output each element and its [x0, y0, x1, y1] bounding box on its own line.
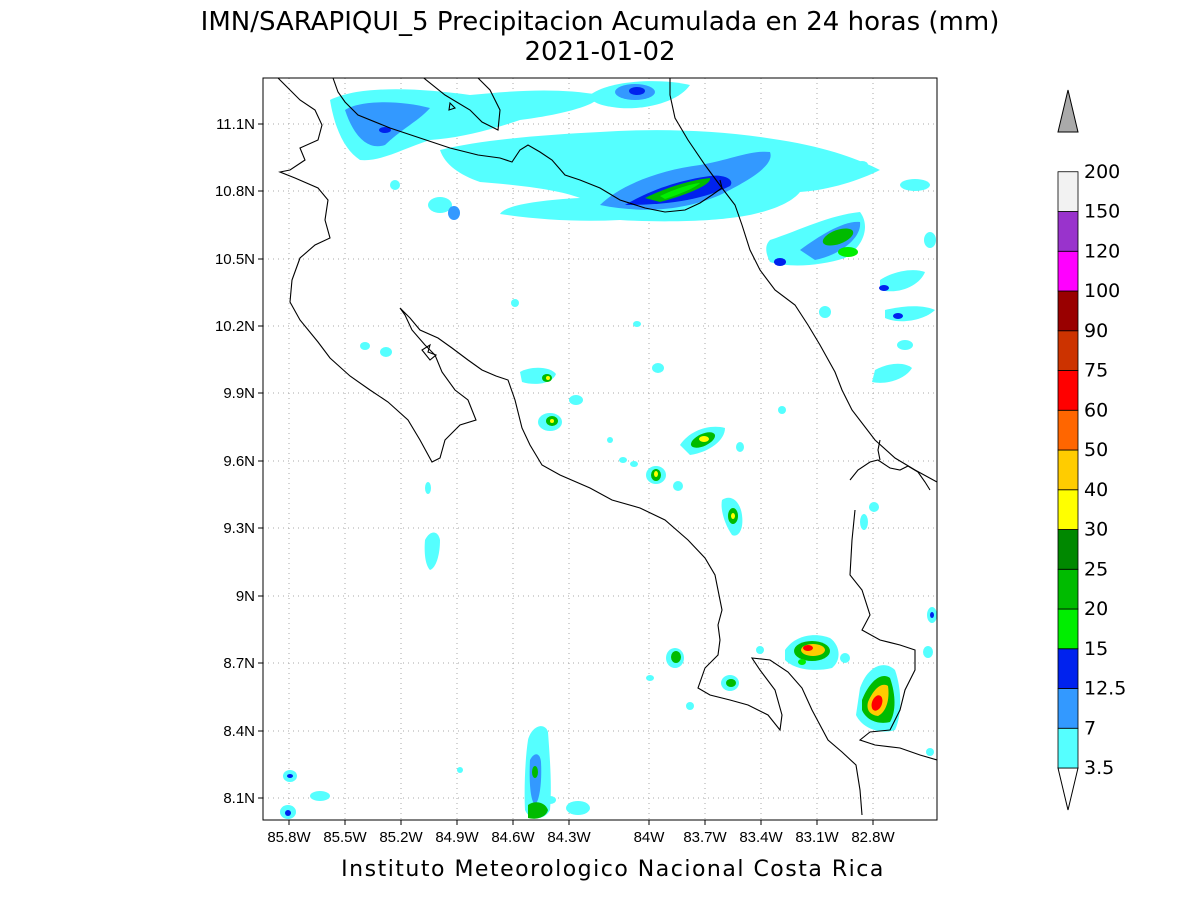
x-axis-ticks: 85.8W 85.5W 85.2W 84.9W 84.6W 84.3W 84W 83.7W 83…: [267, 820, 896, 846]
colorbar-label: 12.5: [1084, 678, 1126, 700]
map-title: IMN/SARAPIQUI_5 Precipitacion Acumulada …: [201, 7, 1000, 37]
coastline-lake: [422, 78, 501, 131]
coastline-bocas-2: [877, 439, 881, 461]
y-tick-label: 9.3N: [223, 520, 255, 537]
colorbar-label: 15: [1084, 638, 1108, 660]
precipitation-field: [280, 81, 937, 819]
border-panama: [849, 509, 937, 761]
x-tick-label: 84.3W: [547, 829, 591, 846]
colorbar-min-arrow: [1057, 767, 1079, 811]
coastlines-borders: [277, 78, 937, 816]
y-tick-label: 8.4N: [223, 723, 255, 740]
colorbar-swatch: [1057, 727, 1079, 769]
colorbar-label: 20: [1084, 598, 1108, 620]
y-tick-label: 9.9N: [223, 385, 255, 402]
x-tick-label: 84.9W: [435, 829, 479, 846]
x-tick-label: 83.7W: [683, 829, 727, 846]
colorbar-label: 120: [1084, 240, 1120, 262]
y-tick-label: 10.5N: [215, 251, 255, 268]
precip-blob-central: [520, 367, 744, 536]
coastline-caribbean: [669, 78, 937, 483]
y-axis-ticks: 11.1N 10.8N 10.5N 10.2N 9.9N 9.6N 9.3N 9N 8.7N 8.…: [215, 116, 263, 807]
colorbar-swatch: [1057, 688, 1079, 729]
precip-blob-scattered-west: [360, 180, 786, 494]
colorbar-swatch: [1057, 409, 1079, 451]
x-tick-label: 84W: [634, 829, 666, 846]
colorbar-label: 75: [1084, 360, 1108, 382]
colorbar-swatch: [1057, 568, 1079, 610]
coastline-pacific: [277, 78, 863, 816]
x-tick-label: 85.2W: [379, 829, 423, 846]
map-frame: [262, 77, 938, 821]
x-tick-label: 82.8W: [851, 829, 895, 846]
colorbar-max-arrow: [1057, 89, 1079, 133]
x-tick-label: 85.8W: [267, 829, 311, 846]
colorbar-swatch: [1057, 171, 1079, 212]
colorbar-swatch: [1057, 250, 1079, 292]
colorbar-label: 200: [1084, 161, 1120, 183]
colorbar-label: 25: [1084, 558, 1108, 580]
precip-blob-north-west: [330, 89, 600, 161]
colorbar-swatch: [1057, 211, 1079, 252]
colorbar-label: 60: [1084, 399, 1108, 421]
colorbar-swatch: [1057, 290, 1079, 332]
colorbar-swatch: [1057, 608, 1079, 650]
colorbar-label: 7: [1084, 717, 1096, 739]
coastline-island: [448, 101, 457, 111]
colorbar-swatch: [1057, 330, 1079, 371]
y-tick-label: 10.2N: [215, 318, 255, 335]
x-tick-label: 84.6W: [491, 829, 535, 846]
colorbar-label: 150: [1084, 201, 1120, 223]
colorbar-swatch: [1057, 648, 1079, 689]
footer-credit: Instituto Meteorologico Nacional Costa R…: [341, 857, 885, 882]
precip-blob-south: [646, 502, 937, 756]
y-tick-label: 8.1N: [223, 790, 255, 807]
colorbar-label: 50: [1084, 439, 1108, 461]
x-tick-label: 83.1W: [795, 829, 839, 846]
colorbar-label: 3.5: [1084, 757, 1114, 779]
precip-blob-caribbean-ne: [766, 161, 936, 383]
y-tick-label: 10.8N: [215, 183, 255, 200]
x-tick-label: 85.5W: [323, 829, 367, 846]
colorbar-swatch: [1057, 449, 1079, 491]
colorbar-swatch: [1057, 370, 1079, 411]
colorbar-swatch: [1057, 489, 1079, 530]
colorbar-label: 40: [1084, 479, 1108, 501]
y-tick-label: 9N: [236, 588, 255, 605]
coastline-inlet: [421, 343, 438, 361]
colorbar-label: 30: [1084, 519, 1108, 541]
precip-blob-north-top: [590, 81, 690, 109]
precip-blob-north-band: [440, 130, 880, 222]
colorbar-legend: 3.5 7 12.5 15 20 25 30 40 50 60 75 90 100 120 150 200: [1057, 89, 1126, 811]
y-tick-label: 11.1N: [216, 116, 255, 133]
y-tick-label: 9.6N: [223, 453, 255, 470]
y-tick-label: 8.7N: [223, 655, 255, 672]
x-tick-label: 83.4W: [739, 829, 783, 846]
colorbar-label: 100: [1084, 280, 1120, 302]
precip-blob-southwest: [280, 532, 590, 819]
colorbar-swatch: [1057, 529, 1079, 570]
colorbar-label: 90: [1084, 320, 1108, 342]
map-date: 2021-01-02: [524, 37, 675, 67]
border-nicaragua: [332, 78, 723, 213]
coastline-bocas: [849, 459, 931, 491]
